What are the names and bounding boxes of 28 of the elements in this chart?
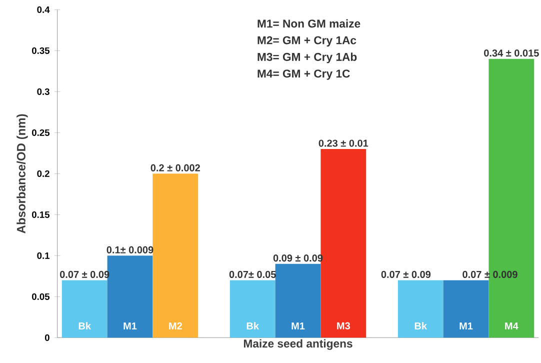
data-label: 0.2 ± 0.002 [150, 164, 200, 172]
x-tick-label: M1 [124, 322, 137, 330]
annotation: M4= GM + Cry 1C [258, 70, 350, 80]
annotation: M1= Non GM maize [258, 19, 360, 28]
x-axis-title: Maize seed antigens [244, 339, 352, 350]
x-tick-label: M2 [169, 322, 182, 330]
x-tick-label: M1 [292, 322, 305, 330]
x-tick-label: M3 [337, 322, 350, 330]
y-tick-label: 0.05 [32, 293, 50, 300]
data-label: 0.23 ± 0.01 [318, 140, 368, 147]
y-tick-label: 0.15 [32, 211, 50, 218]
y-tick-label: 0 [44, 334, 50, 341]
y-tick-label: 0.4 [37, 6, 50, 13]
y-axis-title: Absorbance/OD (nm) [16, 114, 28, 234]
x-tick-label: M4 [505, 322, 518, 330]
data-label: 0.07 ± 0.09 [381, 270, 431, 278]
x-tick-label: Bk [414, 322, 427, 330]
y-tick-label: 0.3 [37, 88, 50, 95]
y-tick-label: 0.35 [32, 47, 50, 54]
y-tick-label: 0.2 [37, 170, 50, 177]
y-tick-label: 0.1 [37, 252, 50, 259]
annotation: M3= GM + Cry 1Ab [258, 52, 357, 64]
x-tick-label: Bk [246, 322, 259, 330]
x-tick-label: M1 [460, 322, 473, 330]
annotation: M2= GM + Cry 1Ac [258, 36, 356, 47]
data-label: 0.34 ± 0.015 [484, 49, 539, 57]
y-tick-label: 0.25 [32, 129, 50, 136]
x-tick-label: Bk [78, 322, 91, 330]
